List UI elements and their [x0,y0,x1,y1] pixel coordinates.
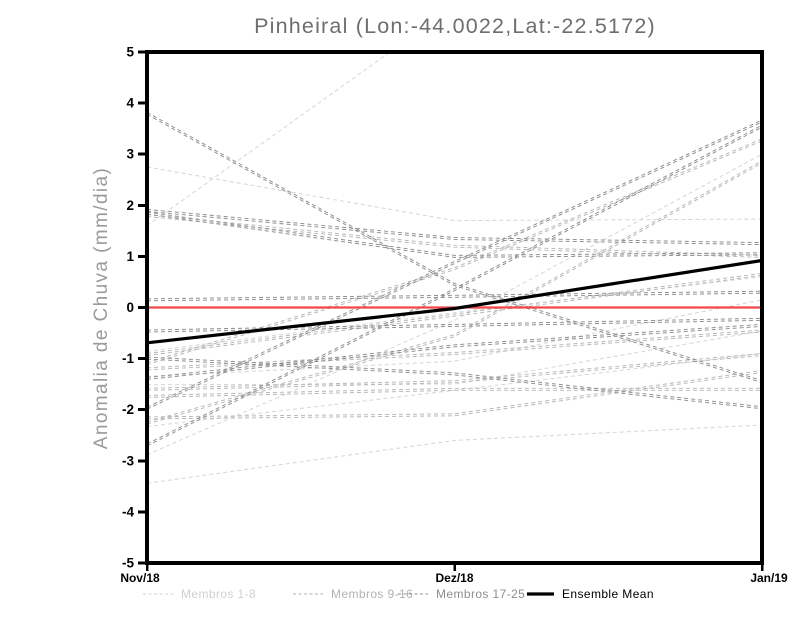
member-line-group3 [147,317,762,331]
y-tick-label: -1 [122,351,134,366]
member-line-group3 [147,211,762,256]
y-axis-label: Anomalia de Chuva (mm/dia) [91,167,112,449]
member-line-group3 [147,356,762,408]
member-line-group2 [147,274,762,356]
member-line-group1 [147,352,762,428]
y-tick-label: 2 [126,198,134,213]
member-line-group2 [147,353,762,389]
x-tick-label: Nov/18 [120,571,160,585]
legend-label: Membros 1-8 [181,587,256,601]
x-tick-label: Dez/18 [435,571,473,585]
member-line-group3 [147,290,762,300]
chart-legend: Membros 1-8 Membros 9-16 Membros 17-25 Ense… [143,587,654,601]
member-line-group2 [147,216,762,258]
y-tick-label: -3 [122,453,134,468]
y-tick-label: 3 [126,147,134,162]
member-line-group3 [147,213,762,258]
y-tick-label: -5 [122,556,134,571]
y-tick-label: -4 [122,504,134,519]
member-line-group2 [147,371,762,420]
member-line-group2 [147,331,762,371]
member-line-group3 [147,210,762,246]
y-tick-label: 1 [126,249,134,264]
member-line-group2 [147,389,762,398]
member-line-group2 [147,369,762,418]
member-line-group2 [147,355,762,391]
y-tick-label: 4 [126,96,134,111]
member-line-group3 [147,208,762,244]
y-tick-label: 0 [126,300,134,315]
member-line-group2 [147,162,762,425]
member-line-group3 [147,325,762,380]
member-line-group2 [147,214,762,256]
member-line-group3 [147,358,762,410]
legend-label: Membros 17-25 [436,587,525,601]
legend-label: Membros 9-16 [331,587,413,601]
chart-title: Pinheiral (Lon:-44.0022,Lat:-22.5172) [254,14,656,38]
member-line-group3 [147,113,762,384]
member-line-group2 [147,138,762,364]
member-line-group2 [147,140,762,366]
member-line-group1 [147,153,762,456]
member-line-group3 [147,119,762,408]
member-line-group2 [147,387,762,396]
member-line-group2 [147,329,762,369]
member-line-group3 [147,292,762,302]
member-line-group1 [147,330,762,386]
member-line-group3 [147,323,762,378]
legend-label: Ensemble Mean [562,587,654,601]
plot-border [145,50,764,565]
member-line-group3 [147,126,762,447]
x-axis-ticks: Nov/18 Dez/18 Jan/19 [120,565,788,585]
member-line-group3 [147,121,762,410]
member-line-group2 [147,272,762,354]
y-tick-label: -2 [122,402,134,417]
x-tick-label: Jan/19 [750,571,788,585]
member-line-group3 [147,111,762,382]
member-line-group1 [147,424,762,484]
member-line-group3 [147,124,762,445]
y-axis-ticks: 5 4 3 2 1 0 -1 -2 -3 -4 -5 [122,45,146,571]
member-lines-layer [147,52,762,484]
ensemble-mean-layer [147,258,762,345]
member-line-group1 [147,276,762,352]
member-line-group2 [147,160,762,423]
ensemble-mean-line [147,258,762,345]
member-line-group3 [147,319,762,333]
y-tick-label: 5 [126,45,134,60]
